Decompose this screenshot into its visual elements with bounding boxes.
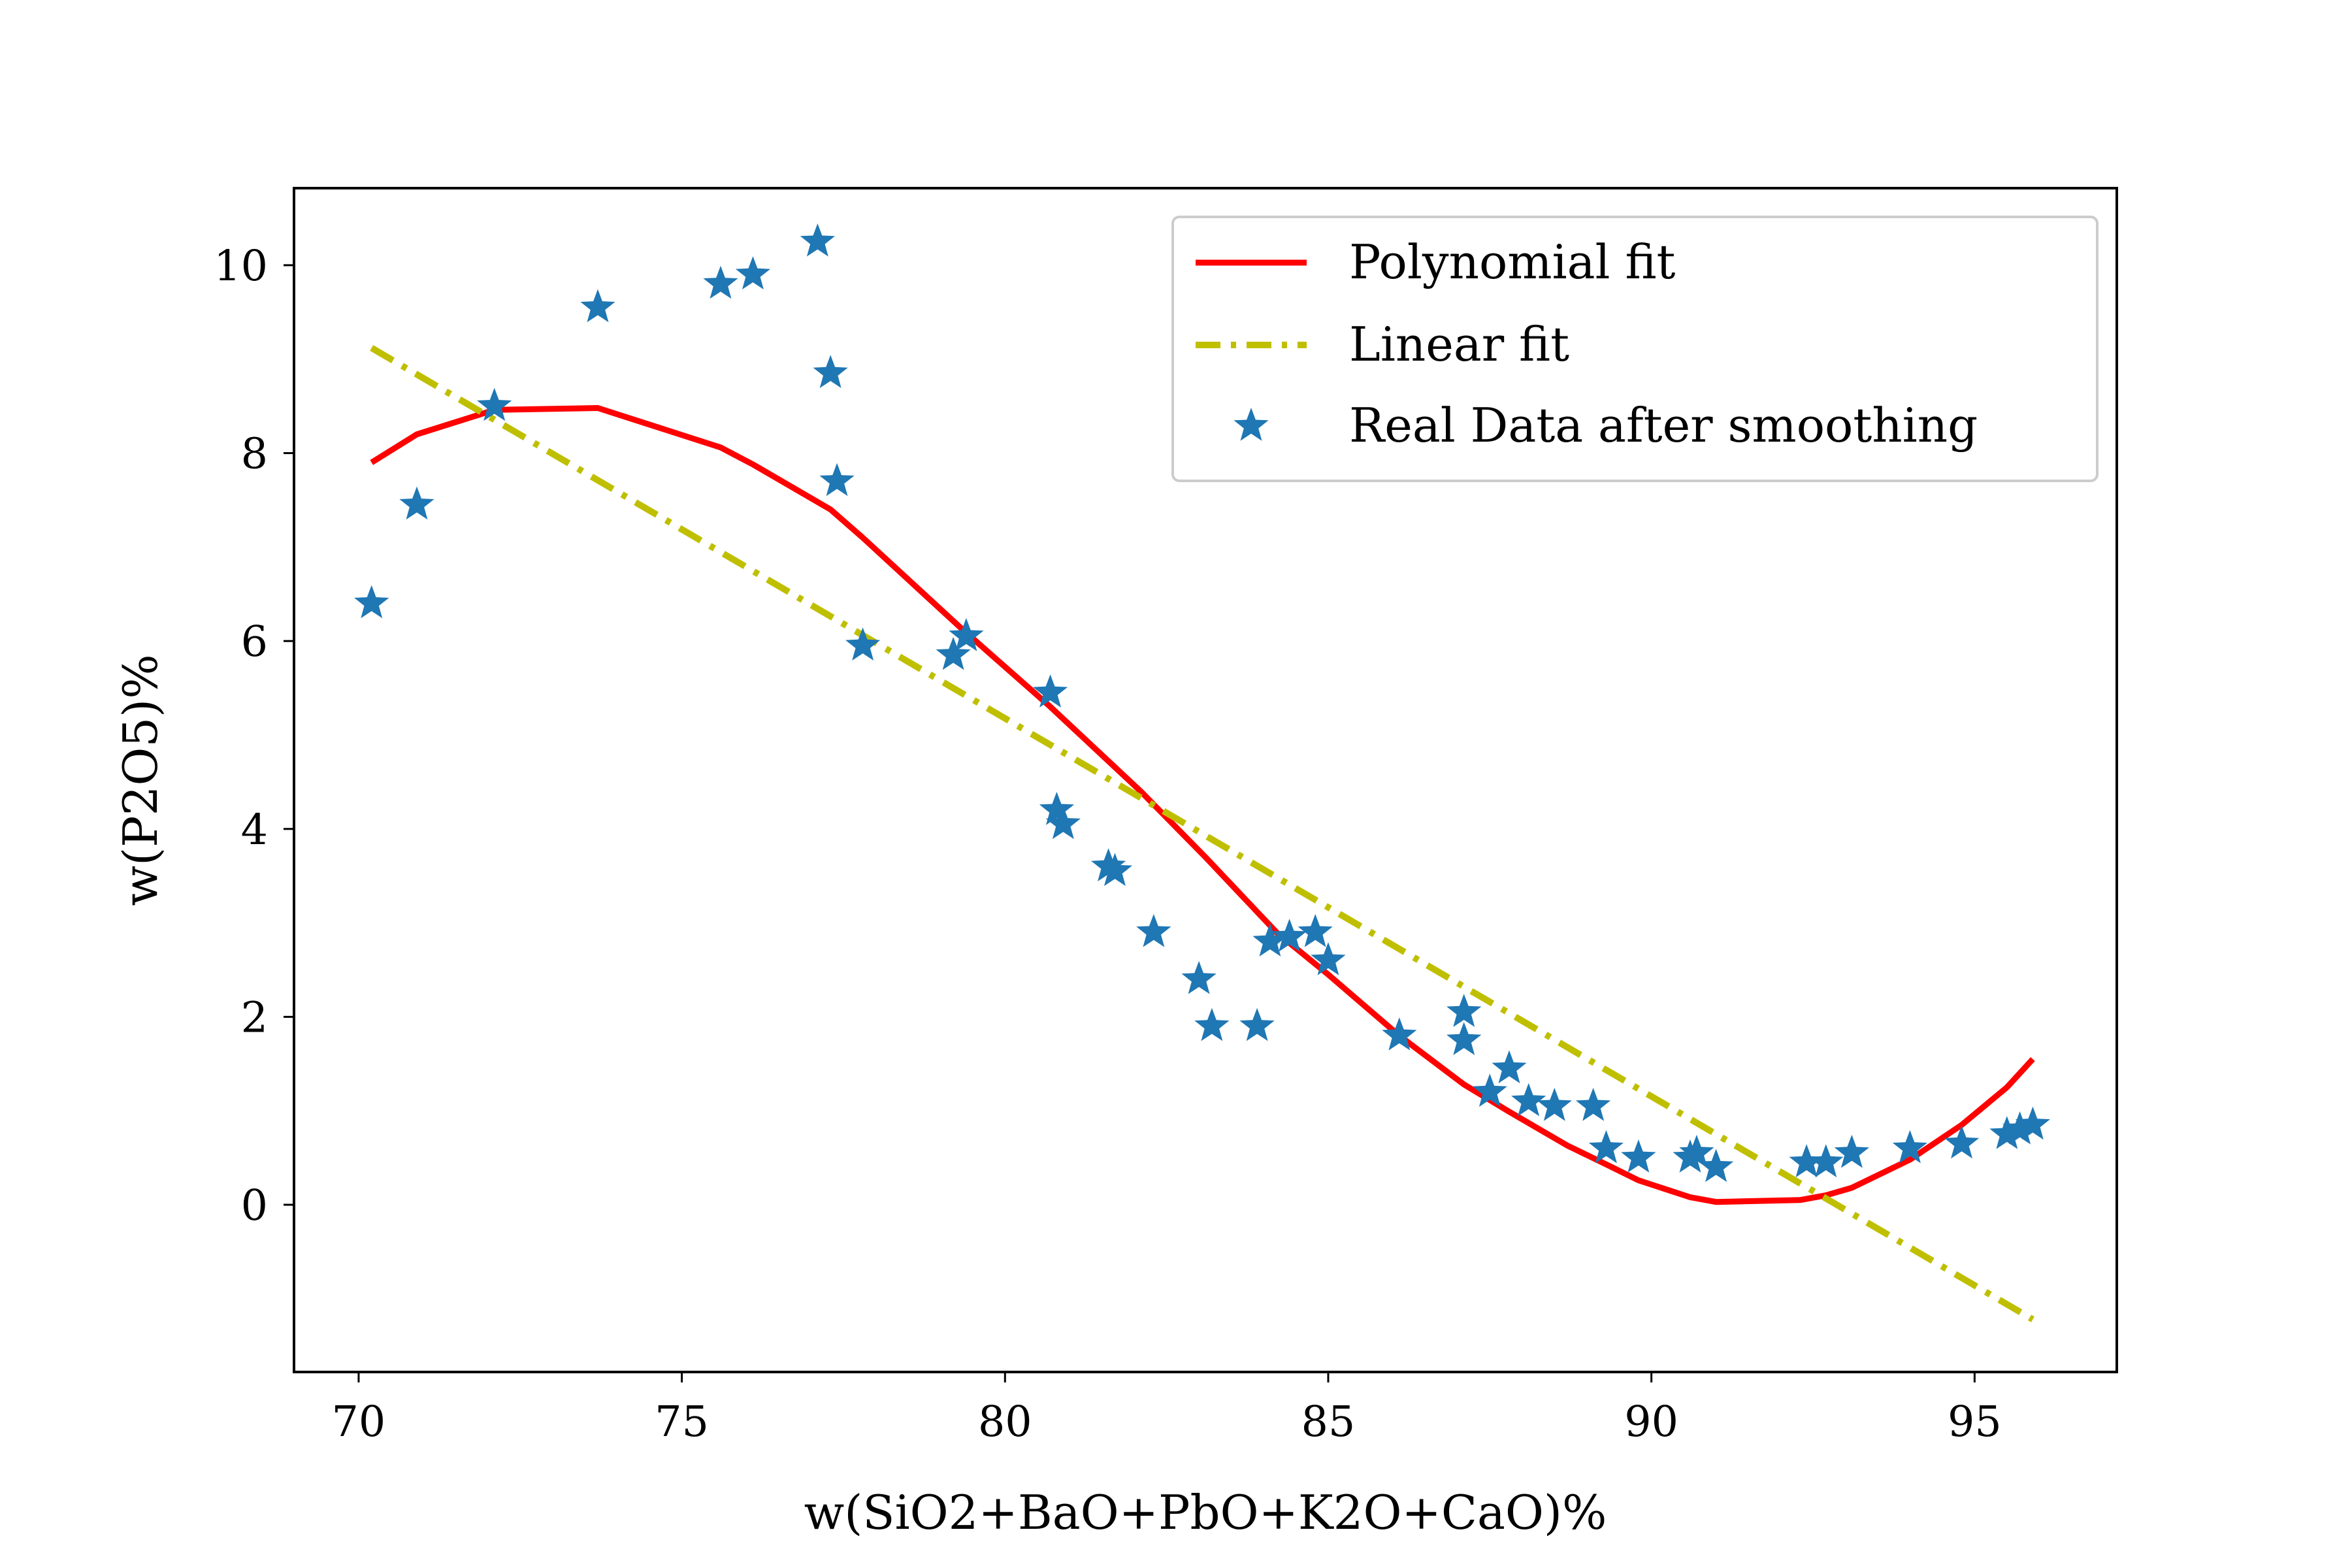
- y-axis: 0 2 4 6 8 10: [214, 242, 294, 1230]
- data-point: [354, 585, 389, 619]
- y-tick-label: 10: [214, 242, 268, 291]
- data-point: [1472, 1073, 1507, 1107]
- data-point: [1091, 848, 1126, 881]
- data-point: [1252, 923, 1288, 956]
- x-tick-label: 75: [655, 1397, 709, 1446]
- legend-entry-label: Polynomial fit: [1349, 235, 1675, 289]
- data-point: [477, 387, 512, 421]
- data-point: [813, 355, 848, 388]
- x-tick-label: 95: [1948, 1397, 2002, 1446]
- legend-scatter-swatch: [1233, 408, 1269, 441]
- data-point: [1097, 853, 1133, 887]
- x-axis-label: w(SiO2+BaO+PbO+K2O+CaO)%: [804, 1485, 1607, 1540]
- data-point: [1944, 1125, 1980, 1159]
- data-point: [1789, 1144, 1824, 1177]
- data-point: [1045, 806, 1081, 840]
- plot-frame: [293, 187, 2118, 1373]
- data-point: [580, 289, 615, 323]
- data-point: [2002, 1111, 2038, 1145]
- y-tick-label: 6: [241, 617, 268, 666]
- data-point: [1576, 1088, 1611, 1121]
- data-point: [399, 486, 434, 520]
- data-point: [936, 636, 971, 670]
- data-point: [1272, 919, 1307, 952]
- legend-entry-label: Real Data after smoothing: [1349, 398, 1978, 453]
- y-tick-label: 8: [241, 430, 268, 479]
- data-point: [1537, 1088, 1572, 1121]
- data-point: [1834, 1134, 1869, 1168]
- data-point: [1298, 914, 1333, 947]
- data-point: [1382, 1017, 1417, 1051]
- linear-fit-line: [370, 345, 2034, 1322]
- y-tick-label: 0: [241, 1181, 268, 1230]
- data-point: [1311, 942, 1346, 975]
- data-point: [819, 463, 855, 497]
- data-point: [1588, 1130, 1624, 1164]
- data-point: [1989, 1116, 2025, 1149]
- data-point: [1181, 960, 1217, 994]
- data-point: [1892, 1130, 1927, 1164]
- data-point: [949, 618, 984, 651]
- legend: Polynomial fit Linear fit Real Data after …: [1171, 216, 2099, 482]
- x-tick-label: 80: [978, 1397, 1032, 1446]
- legend-box: [1171, 216, 2099, 482]
- plot-area: [354, 223, 2050, 1322]
- data-point: [1039, 792, 1075, 825]
- data-point: [845, 627, 881, 661]
- y-axis-label: w(P2O5)%: [113, 654, 168, 906]
- data-point: [1136, 914, 1171, 947]
- data-point: [2015, 1106, 2050, 1140]
- data-point: [1808, 1144, 1844, 1177]
- data-point: [1446, 994, 1482, 1027]
- data-point: [1699, 1149, 1734, 1183]
- x-tick-label: 90: [1624, 1397, 1678, 1446]
- data-point: [1492, 1050, 1527, 1084]
- data-point: [703, 265, 738, 299]
- data-point: [1679, 1134, 1714, 1168]
- y-tick-label: 2: [241, 993, 268, 1042]
- data-point: [1239, 1007, 1275, 1041]
- data-point: [1194, 1007, 1230, 1041]
- x-tick-label: 85: [1301, 1397, 1356, 1446]
- data-point: [1446, 1022, 1482, 1055]
- y-tick-label: 4: [241, 806, 268, 855]
- data-point: [1032, 674, 1068, 708]
- x-axis: 70 75 80 85 90 95: [332, 1372, 2002, 1446]
- data-point: [800, 223, 835, 257]
- legend-entry-label: Linear fit: [1349, 317, 1569, 372]
- data-point: [735, 256, 771, 289]
- data-point: [1511, 1083, 1546, 1117]
- data-point: [1621, 1139, 1656, 1173]
- x-tick-label: 70: [332, 1397, 386, 1446]
